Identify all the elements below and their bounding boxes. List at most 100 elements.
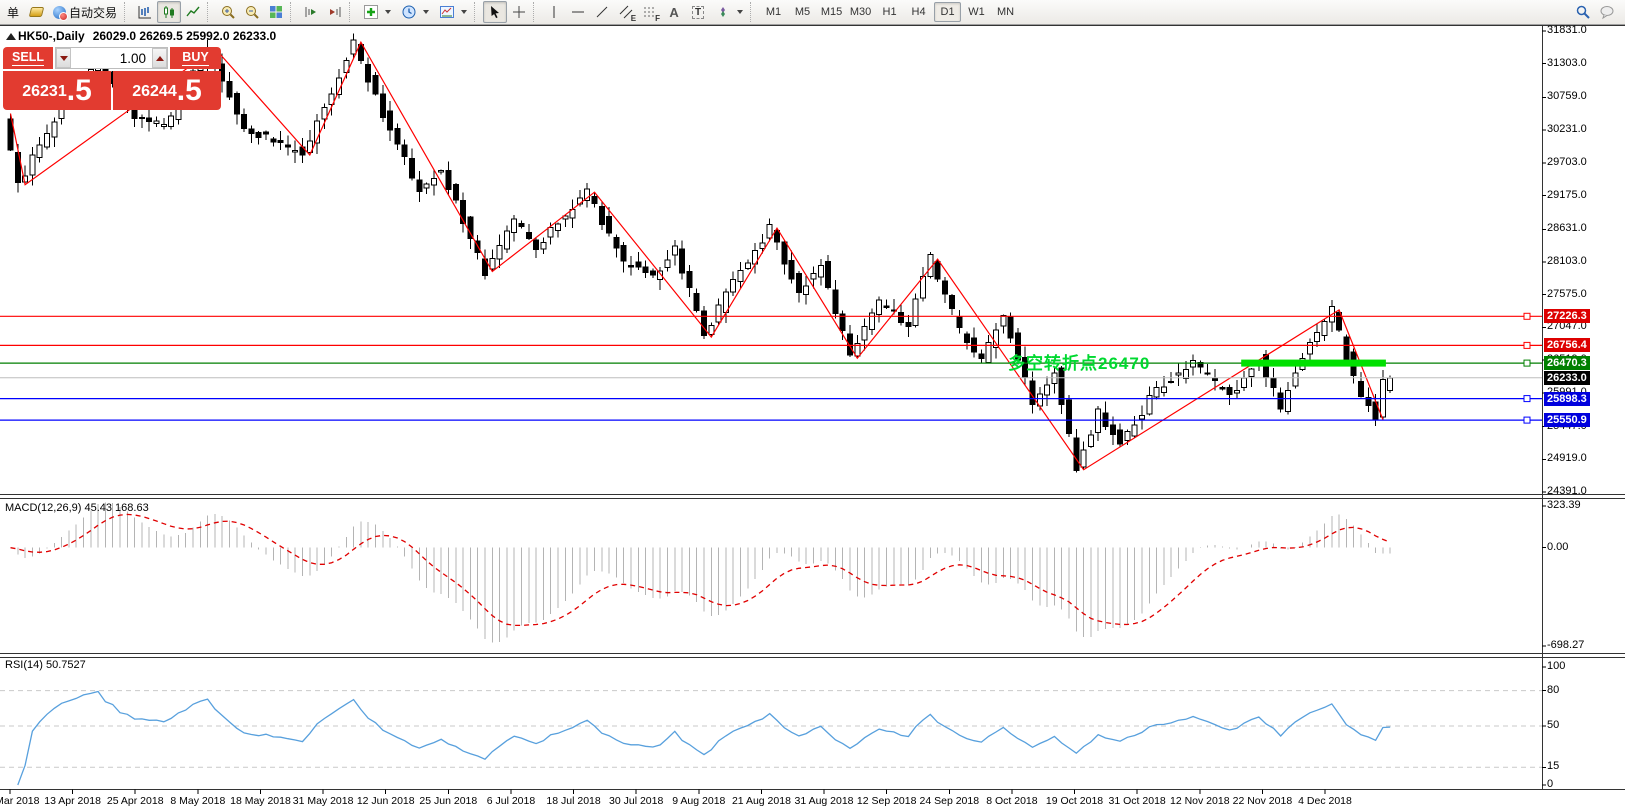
zoom-out-button[interactable] (240, 1, 264, 23)
chart-shift-button[interactable] (323, 1, 347, 23)
horizontal-line-button[interactable] (566, 1, 590, 23)
level-handle[interactable] (1523, 416, 1531, 424)
periods-button[interactable] (396, 1, 434, 23)
axis-tick-label: 0.00 (1547, 540, 1569, 553)
equidistant-channel-icon (619, 5, 633, 19)
fibonacci-button[interactable]: F (638, 1, 662, 23)
axis-tick-label: 100 (1547, 660, 1566, 672)
date-label: 22 Nov 2018 (1232, 795, 1293, 807)
chat-button[interactable] (1595, 1, 1619, 23)
sell-button[interactable]: SELL (3, 47, 53, 69)
arrows-icon (721, 7, 726, 17)
sell-price-display[interactable]: 26231.5 (3, 71, 111, 110)
highlight-trend-segment[interactable] (1241, 359, 1386, 367)
price-level-label: 26756.4 (1544, 338, 1590, 353)
timeframe-button-d1[interactable]: D1 (934, 2, 962, 22)
zigzag-line (9, 40, 1384, 471)
equidistant-channel-button[interactable]: E (614, 1, 638, 23)
new-order-button[interactable]: 单 (2, 1, 24, 23)
date-label: 31 Oct 2018 (1108, 795, 1166, 807)
date-label: 29 Mar 2018 (0, 795, 40, 807)
date-label: 13 Apr 2018 (44, 795, 101, 807)
axis-tick-label: 30231.0 (1547, 123, 1587, 136)
trendline-button[interactable] (590, 1, 614, 23)
vertical-line-button[interactable] (542, 1, 566, 23)
date-label: 6 Jul 2018 (486, 795, 536, 807)
line-chart-icon (186, 6, 200, 17)
volume-increase-button[interactable] (152, 48, 167, 68)
buy-price-display[interactable]: 26244.5 (113, 71, 221, 110)
buy-button[interactable]: BUY (170, 47, 221, 69)
line-chart-button[interactable] (181, 1, 205, 23)
ohlc-readout: 26029.0 26269.5 25992.0 26233.0 (92, 29, 277, 43)
level-handle[interactable] (1523, 341, 1531, 349)
timeframe-button-m15[interactable]: M15 (820, 6, 843, 18)
level-handle[interactable] (1523, 395, 1531, 403)
text-button[interactable]: A (662, 1, 686, 23)
templates-icon (440, 6, 455, 18)
volume-decrease-button[interactable] (56, 48, 71, 68)
dropdown-caret-icon (737, 10, 744, 14)
buy-price-main: 26244 (132, 83, 177, 100)
axis-tick-label: 30759.0 (1547, 90, 1587, 103)
cursor-icon (491, 6, 500, 19)
pane-dividers (0, 25, 1625, 790)
zoom-in-button[interactable] (216, 1, 240, 23)
candlesticks-button[interactable] (157, 1, 182, 23)
date-label: 31 May 2018 (292, 795, 354, 807)
horizontal-line-icon (572, 11, 585, 13)
date-label: 18 May 2018 (230, 795, 291, 807)
autotrading-button[interactable]: 自动交易 (48, 1, 122, 23)
cursor-button[interactable] (483, 1, 508, 23)
toolbar-grip (533, 2, 539, 22)
autotrading-icon (53, 5, 69, 21)
axis-tick-label: 31831.0 (1547, 24, 1587, 36)
timeframe-button-m5[interactable]: M5 (794, 6, 811, 18)
axis-tick-label: 28103.0 (1547, 254, 1587, 267)
axis-tick-label: 29703.0 (1547, 155, 1587, 168)
indicators-button[interactable] (358, 1, 396, 23)
date-label: 12 Nov 2018 (1169, 795, 1230, 807)
timeframe-button-w1[interactable]: W1 (968, 6, 985, 18)
axis-tick-label: 29175.0 (1547, 188, 1587, 201)
timeframe-button-m30[interactable]: M30 (849, 6, 872, 18)
chart-canvas (0, 25, 1625, 794)
date-label: 8 May 2018 (170, 795, 226, 807)
price-level-label: 25898.3 (1544, 391, 1590, 406)
chart-text-annotation[interactable]: 多空转折点26470 (1008, 354, 1151, 374)
chat-icon (1600, 6, 1614, 20)
price-axis: 31831.0 31303.0 30759.0 30231.0 29703.0 29175… (1543, 24, 1625, 812)
macd-indicator-label: MACD(12,26,9) 45.43 168.63 (5, 502, 149, 514)
expand-subwindow-icon[interactable] (6, 32, 16, 40)
volume-input[interactable]: 1.00 (119, 50, 146, 66)
arrows-button[interactable] (710, 1, 748, 23)
tile-windows-button[interactable] (264, 1, 288, 23)
gold-box-icon[interactable] (24, 1, 48, 23)
timeframe-button-m1[interactable]: M1 (765, 6, 782, 18)
one-click-trading-panel: SELL 1.00 BUY 26231.5 26244.5 (3, 47, 221, 110)
channel-letter: E (630, 14, 637, 23)
symbol-period-label: HK50-,Daily (18, 29, 85, 43)
crosshair-button[interactable] (507, 1, 531, 23)
dropdown-caret-icon (423, 10, 430, 14)
level-handle[interactable] (1523, 312, 1531, 320)
search-button[interactable] (1571, 1, 1595, 23)
bars-chart-icon (138, 6, 152, 19)
fibonacci-letter: F (655, 14, 661, 23)
templates-button[interactable] (434, 1, 472, 23)
level-handle[interactable] (1523, 359, 1531, 367)
text-label-button[interactable]: T (686, 1, 710, 23)
bars-chart-button[interactable] (133, 1, 157, 23)
periods-clock-icon (402, 5, 416, 19)
vertical-line-icon (553, 6, 555, 18)
triangle-up-icon (155, 55, 164, 61)
timeframe-button-h1[interactable]: H1 (882, 6, 897, 18)
auto-scroll-button[interactable] (299, 1, 323, 23)
date-label: 21 Aug 2018 (731, 795, 791, 807)
timeframe-button-h4[interactable]: H4 (911, 6, 926, 18)
timeframe-button-mn[interactable]: MN (996, 6, 1015, 18)
date-label: 31 Aug 2018 (794, 795, 854, 807)
toolbar-grip (124, 2, 130, 22)
date-label: 30 Jul 2018 (609, 795, 664, 807)
axis-tick-label: -698.27 (1547, 639, 1585, 651)
